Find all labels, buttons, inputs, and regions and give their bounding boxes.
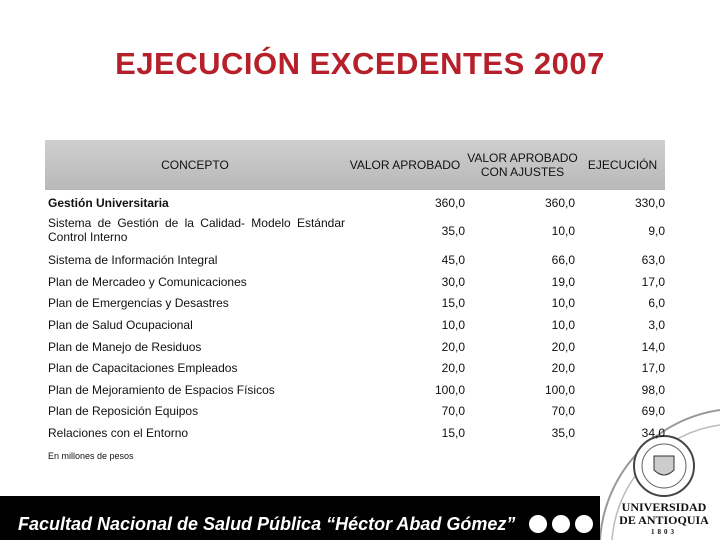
- row-label: Relaciones con el Entorno: [48, 426, 189, 440]
- cell-value: 98,0: [641, 383, 665, 397]
- row-label: Plan de Emergencias y Desastres: [48, 296, 229, 310]
- cell-value: 6,0: [648, 296, 665, 310]
- note: En millones de pesos: [48, 451, 134, 461]
- column-header: VALOR APROBADO CON AJUSTES: [467, 151, 578, 179]
- cell-value: 70,0: [441, 404, 465, 418]
- cell-value: 34,0: [641, 426, 665, 440]
- cell-value: 14,0: [641, 340, 665, 354]
- column-header: VALOR APROBADO: [349, 158, 461, 172]
- cell-value: 45,0: [441, 253, 465, 267]
- table-header-bar: [45, 140, 665, 190]
- cell-value: 10,0: [551, 318, 575, 332]
- dot: [575, 515, 593, 533]
- cell-value: 10,0: [551, 224, 575, 238]
- cell-value: 360,0: [434, 196, 465, 210]
- cell-value: 10,0: [551, 296, 575, 310]
- row-label: Plan de Capacitaciones Empleados: [48, 361, 238, 375]
- column-header: CONCEPTO: [161, 158, 229, 172]
- logo-seal-inner: [641, 443, 687, 489]
- cell-value: 330,0: [634, 196, 665, 210]
- cell-value: 20,0: [551, 340, 575, 354]
- row-label: Plan de Salud Ocupacional: [48, 318, 193, 332]
- footer-dots: [529, 515, 593, 533]
- cell-value: 30,0: [441, 275, 465, 289]
- slide-title: EJECUCIÓN EXCEDENTES 2007: [115, 46, 605, 81]
- cell-value: 19,0: [551, 275, 575, 289]
- row-label: Plan de Manejo de Residuos: [48, 340, 202, 354]
- cell-value: 100,0: [544, 383, 575, 397]
- cell-value: 35,0: [551, 426, 575, 440]
- cell-value: 35,0: [441, 224, 465, 238]
- cell-value: 66,0: [551, 253, 575, 267]
- cell-value: 17,0: [641, 275, 665, 289]
- cell-value: 360,0: [544, 196, 575, 210]
- dot: [529, 515, 547, 533]
- cell-value: 15,0: [441, 426, 465, 440]
- cell-value: 17,0: [641, 361, 665, 375]
- dot: [552, 515, 570, 533]
- cell-value: 100,0: [434, 383, 465, 397]
- footer-text: Facultad Nacional de Salud Pública “Héct…: [18, 514, 516, 534]
- column-header: EJECUCIÓN: [587, 158, 658, 172]
- logo-text: DE ANTIOQUIA: [619, 513, 709, 527]
- cell-value: 70,0: [551, 404, 575, 418]
- cell-value: 15,0: [441, 296, 465, 310]
- cell-value: 69,0: [641, 404, 665, 418]
- cell-value: 9,0: [648, 224, 665, 238]
- row-label: Plan de Reposición Equipos: [48, 404, 199, 418]
- logo-text: UNIVERSIDAD: [621, 500, 707, 514]
- cell-value: 10,0: [441, 318, 465, 332]
- row-label: Plan de Mercadeo y Comunicaciones: [48, 275, 247, 289]
- cell-value: 20,0: [441, 361, 465, 375]
- footer-bar: [0, 496, 600, 540]
- row-label: Plan de Mejoramiento de Espacios Físicos: [48, 383, 275, 397]
- row-label: Gestión Universitaria: [48, 196, 169, 210]
- cell-value: 3,0: [648, 318, 665, 332]
- logo-text: 1803: [651, 528, 677, 536]
- logo-shield: [653, 455, 675, 476]
- row-label: Sistema de Gestión de la Calidad- Modelo…: [48, 216, 345, 244]
- row-label: Sistema de Información Integral: [48, 253, 218, 267]
- cell-value: 63,0: [641, 253, 665, 267]
- cell-value: 20,0: [441, 340, 465, 354]
- cell-value: 20,0: [551, 361, 575, 375]
